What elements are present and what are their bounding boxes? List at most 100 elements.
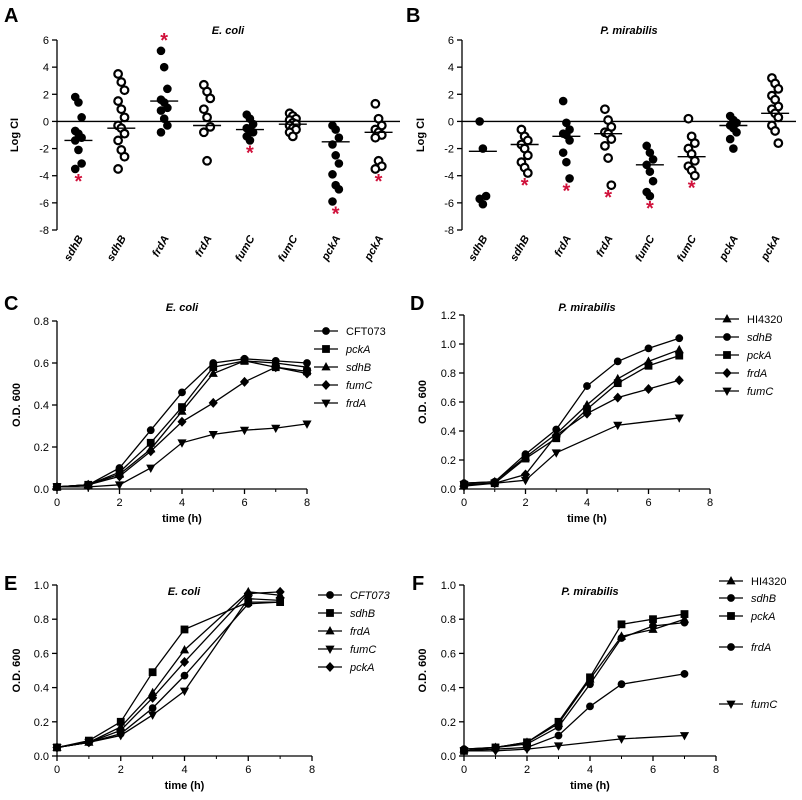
series-point-fumC — [553, 742, 564, 751]
series-point-CFT073 — [178, 388, 186, 397]
panel-title: P. mirabilis — [600, 25, 657, 37]
series-point-pckA — [617, 620, 626, 629]
y-tick-label: -6 — [444, 198, 454, 210]
data-point — [119, 112, 130, 123]
y-axis-label: O.D. 600 — [11, 648, 23, 692]
category-label: sdhB — [466, 233, 490, 263]
series-point-fumC — [208, 397, 218, 408]
series-line-frdA — [56, 591, 281, 749]
y-tick-label: -4 — [444, 171, 454, 183]
y-tick-label: 0.6 — [34, 358, 49, 370]
x-axis-label: time (h) — [162, 513, 202, 525]
data-point — [202, 112, 212, 123]
series-line-HI4320 — [463, 349, 680, 484]
category-label: fumC — [633, 233, 658, 264]
legend-label: fumC — [747, 386, 773, 398]
legend-marker — [322, 327, 330, 335]
x-tick-label: 6 — [241, 497, 247, 509]
x-tick-label: 4 — [181, 764, 187, 776]
legend-marker — [322, 345, 330, 353]
data-point — [198, 104, 209, 115]
x-tick-label: 6 — [650, 764, 656, 776]
data-point — [522, 168, 533, 178]
data-point — [725, 134, 735, 144]
series-point-sdhB — [613, 357, 622, 366]
series-point-frdA — [554, 731, 563, 740]
data-point — [202, 155, 212, 166]
data-point — [113, 135, 124, 146]
data-point — [159, 114, 169, 124]
series-point-pckA — [243, 588, 253, 599]
series-point-pckA — [586, 673, 594, 682]
legend-label: fumC — [346, 380, 372, 392]
series-line-fumC — [56, 366, 308, 488]
x-tick-label: 2 — [522, 497, 528, 509]
y-axis-label: Log CI — [415, 118, 427, 152]
x-tick-label: 6 — [245, 764, 251, 776]
legend-marker — [325, 626, 335, 635]
data-point — [113, 96, 124, 106]
legend-marker — [722, 314, 732, 323]
series-point-sdhB — [675, 334, 684, 343]
series-point-pckA — [179, 656, 190, 667]
category-label: pckA — [758, 233, 782, 263]
y-tick-label: 0.0 — [34, 751, 49, 763]
x-tick-label: 8 — [713, 764, 719, 776]
series-point-fumC — [551, 449, 561, 458]
data-point — [328, 197, 337, 206]
significance-star: * — [332, 204, 340, 226]
series-line-pckA — [463, 613, 685, 752]
data-point — [645, 148, 655, 157]
data-point — [475, 117, 484, 126]
data-point — [334, 159, 344, 168]
data-point — [562, 118, 571, 128]
series-point-frdA — [617, 680, 626, 689]
data-point — [245, 136, 255, 145]
x-tick-label: 0 — [461, 764, 467, 776]
y-tick-label: 0.2 — [441, 717, 456, 729]
y-tick-label: 0.2 — [34, 442, 49, 454]
series-point-sdhB — [649, 622, 657, 630]
series-point-frdA — [680, 670, 689, 678]
significance-star: * — [75, 171, 83, 193]
series-point-pckA — [148, 692, 158, 703]
series-point-sdhB — [148, 668, 157, 677]
data-point — [729, 144, 738, 153]
y-tick-label: 0.8 — [441, 614, 456, 626]
legend-label: fumC — [350, 644, 376, 656]
panel-title: E. coli — [166, 302, 199, 314]
panel-letter-f: F — [412, 573, 424, 595]
series-point-frdA — [586, 702, 594, 711]
series-point-fumC — [179, 687, 190, 696]
x-tick-label: 4 — [179, 497, 185, 509]
series-point-sdhB — [177, 406, 187, 415]
legend-marker — [722, 387, 732, 396]
panel-a: E. coli -8 -6 -4 -2 0 2 4 6 Log CI * sdhB sdhB * frdA f… — [9, 25, 400, 264]
y-tick-label: 0.0 — [34, 484, 49, 496]
panel-f: P. mirabilis 0.0 0.2 0.4 0.6 0.8 1.0 O.D. 600 0 2… — [417, 576, 786, 792]
data-point — [645, 191, 655, 201]
legend-label: frdA — [751, 642, 771, 654]
y-axis-label: O.D. 600 — [417, 380, 429, 424]
y-tick-label: 0.0 — [441, 484, 456, 496]
y-tick-label: -4 — [39, 171, 49, 183]
category-label: pckA — [319, 233, 343, 263]
category-label: frdA — [594, 233, 616, 259]
series-point-frdA — [674, 375, 684, 386]
series-point-pckA — [275, 586, 285, 597]
legend-label: CFT073 — [346, 326, 386, 338]
y-tick-label: 0.6 — [441, 397, 456, 409]
series-point-frdA — [551, 430, 561, 441]
y-tick-label: 0.8 — [34, 316, 49, 328]
data-point — [163, 84, 172, 94]
data-point — [648, 155, 658, 164]
data-point — [328, 140, 337, 149]
data-point — [606, 134, 617, 144]
x-tick-label: 6 — [645, 497, 651, 509]
legend-label: fumC — [751, 699, 777, 711]
series-point-fumC — [302, 368, 312, 379]
series-point-pckA — [554, 717, 563, 726]
series-line-frdA — [463, 379, 680, 487]
panel-d: P. mirabilis 0.0 0.2 0.4 0.6 0.8 1.0 1.2 O.D. 60… — [417, 302, 782, 525]
